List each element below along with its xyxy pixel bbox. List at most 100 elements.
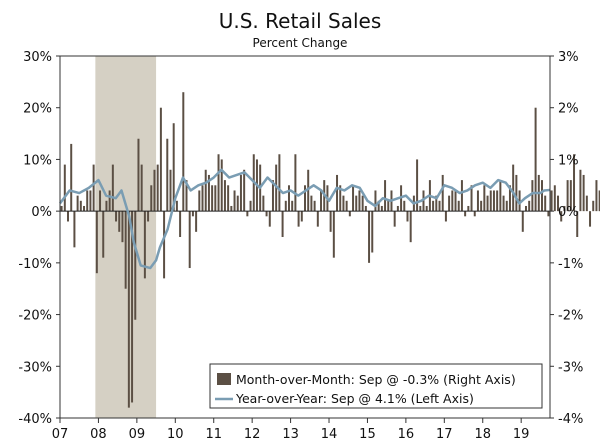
mom-bar (140, 164, 143, 212)
mom-bar (99, 190, 102, 212)
mom-bar (67, 211, 69, 222)
mom-bar (467, 205, 470, 212)
mom-bar (422, 190, 425, 212)
mom-bar (223, 180, 226, 212)
mom-bar (355, 195, 358, 212)
mom-bar (243, 169, 246, 212)
mom-bar (95, 211, 98, 274)
mom-bar (115, 211, 118, 222)
mom-bar (294, 154, 297, 212)
right-axis-tick-label: -4% (558, 412, 583, 427)
mom-bar (512, 164, 515, 212)
mom-bar (131, 211, 134, 403)
mom-bar (92, 164, 95, 212)
mom-bar (499, 180, 502, 212)
mom-bar (169, 169, 172, 212)
mom-bar (595, 180, 598, 212)
right-axis-tick-label: -3% (558, 360, 583, 375)
mom-bar (121, 211, 124, 243)
mom-bar (239, 174, 242, 212)
mom-bar (76, 195, 79, 212)
mom-bar (207, 174, 210, 212)
x-axis-tick-label: 11 (205, 427, 222, 442)
mom-bar (377, 200, 380, 212)
mom-bar (70, 143, 73, 212)
mom-bar (201, 185, 204, 212)
mom-bar (521, 211, 524, 232)
chart-subtitle: Percent Change (253, 36, 348, 50)
mom-bar (137, 138, 140, 212)
mom-bar (159, 107, 162, 212)
mom-bar (563, 205, 566, 212)
mom-bar (358, 190, 361, 212)
mom-bar (352, 185, 355, 212)
right-axis-tick-label: -1% (558, 257, 583, 272)
mom-bar (454, 190, 457, 212)
right-axis: 3% 2% 1% 0% -1% -2% -3% -4% (550, 50, 583, 427)
x-axis-tick-label: 13 (282, 427, 299, 442)
mom-bar (406, 211, 409, 222)
mom-bar (524, 205, 527, 212)
mom-bar (278, 154, 281, 212)
mom-bar (124, 211, 127, 289)
mom-bar (476, 190, 479, 212)
legend-line-label: Year-over-Year: Sep @ 4.1% (Left Axis) (235, 391, 474, 406)
mom-bar (492, 190, 495, 212)
mom-bar (515, 174, 518, 212)
mom-bar (531, 180, 534, 212)
mom-bar (316, 211, 319, 227)
left-axis-tick-label: -20% (18, 309, 52, 324)
mom-bar (403, 200, 406, 212)
mom-bar (470, 185, 473, 212)
mom-bar (150, 185, 153, 212)
right-axis-tick-label: 2% (558, 102, 579, 117)
mom-bar (198, 190, 201, 212)
mom-bar (393, 211, 396, 227)
mom-bar (102, 211, 105, 258)
mom-bar (163, 211, 166, 279)
mom-bar (518, 190, 521, 212)
left-axis: 30% 20% 10% 0% -10% -20% -30% -40% (18, 50, 60, 427)
mom-bar (268, 211, 271, 227)
mom-bar (361, 195, 364, 212)
mom-bar (460, 180, 463, 212)
mom-bar (304, 185, 306, 212)
mom-bar (284, 200, 287, 212)
mom-bar (175, 200, 178, 212)
mom-bar (371, 211, 374, 253)
mom-bar (108, 190, 111, 212)
x-axis-tick-label: 17 (436, 427, 453, 442)
mom-bar (425, 205, 428, 212)
right-axis-tick-label: -2% (558, 309, 583, 324)
mom-bar (560, 211, 563, 222)
mom-bar (310, 195, 313, 212)
mom-bar (342, 195, 345, 212)
mom-bar (566, 180, 569, 212)
mom-bar (444, 211, 447, 222)
mom-bar (348, 211, 351, 217)
mom-bar (89, 190, 92, 212)
mom-bar (464, 211, 467, 217)
mom-bar (60, 205, 63, 212)
right-axis-tick-label: 3% (558, 50, 579, 65)
mom-bar (320, 190, 323, 212)
x-axis-tick-label: 19 (513, 427, 530, 442)
mom-bar (473, 211, 476, 217)
mom-bar (579, 169, 582, 212)
legend-box (209, 363, 543, 409)
mom-bar (573, 154, 576, 212)
mom-bar (368, 211, 371, 263)
mom-bar (457, 200, 460, 212)
mom-bar (297, 211, 300, 227)
mom-bar (380, 205, 383, 212)
mom-bar (214, 185, 217, 212)
mom-bar (384, 180, 387, 212)
mom-bar (329, 211, 332, 232)
plot-frame-layer (59, 55, 551, 419)
mom-bar (582, 174, 585, 212)
x-axis-tick-label: 14 (321, 427, 338, 442)
mom-bar (550, 190, 553, 212)
legend: Month-over-Month: Sep @ -0.3% (Right Axi… (209, 363, 543, 409)
x-axis-tick-label: 18 (474, 427, 491, 442)
mom-bar (281, 211, 284, 237)
